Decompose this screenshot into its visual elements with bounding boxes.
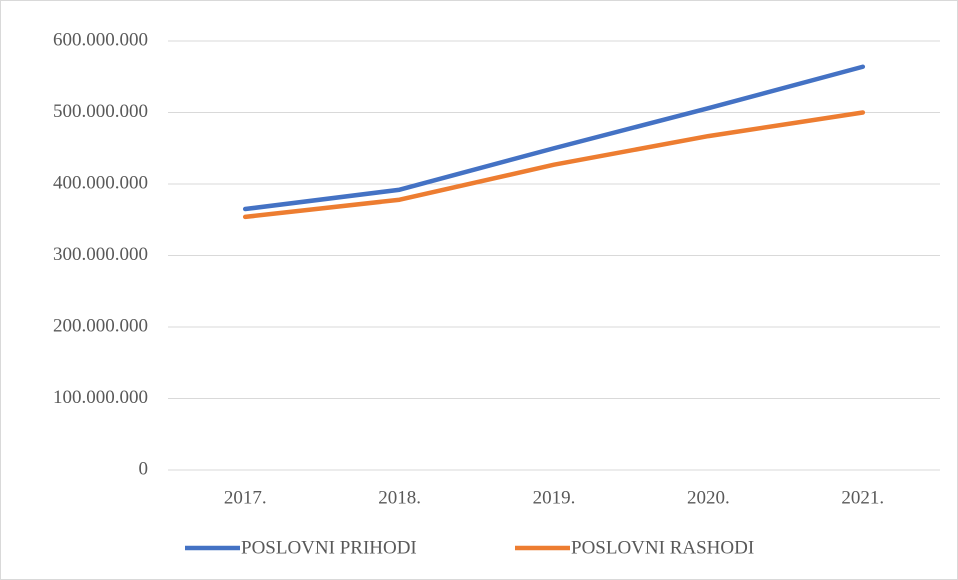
y-tick-label: 400.000.000 xyxy=(53,172,148,193)
y-tick-label: 300.000.000 xyxy=(53,244,148,265)
y-tick-label: 600.000.000 xyxy=(53,29,148,50)
x-tick-label: 2018. xyxy=(378,487,421,508)
legend-label: POSLOVNI RASHODI xyxy=(571,537,754,558)
series-line xyxy=(242,110,866,220)
x-tick-label: 2017. xyxy=(224,487,267,508)
x-tick-label: 2019. xyxy=(533,487,576,508)
x-tick-label: 2020. xyxy=(687,487,730,508)
y-tick-label: 0 xyxy=(139,458,149,479)
y-tick-label: 100.000.000 xyxy=(53,387,148,408)
x-tick-label: 2021. xyxy=(841,487,884,508)
y-tick-label: 500.000.000 xyxy=(53,101,148,122)
series-line xyxy=(242,64,866,212)
y-tick-label: 200.000.000 xyxy=(53,315,148,336)
legend-label: POSLOVNI PRIHODI xyxy=(241,537,417,558)
